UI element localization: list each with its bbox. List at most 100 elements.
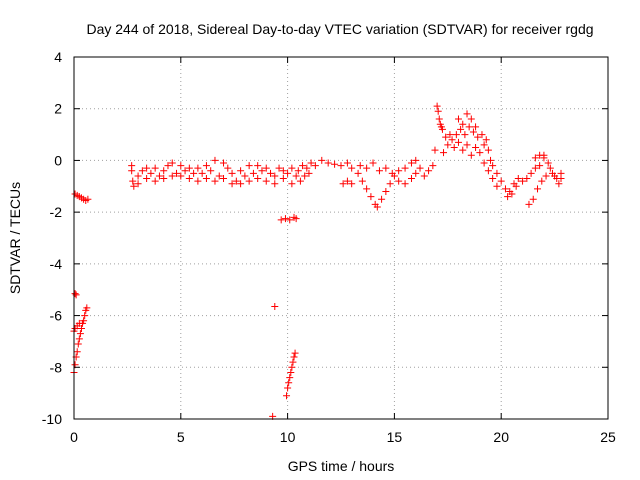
data-point — [237, 180, 245, 188]
data-point — [452, 131, 460, 139]
data-point — [181, 167, 189, 175]
data-point — [75, 335, 83, 343]
y-tick-label: -2 — [50, 204, 63, 220]
data-point — [303, 164, 311, 172]
data-point — [143, 164, 151, 172]
data-point — [241, 172, 249, 180]
data-point — [388, 169, 396, 177]
data-point — [367, 193, 375, 201]
data-point — [224, 164, 232, 172]
data-points — [70, 102, 565, 420]
data-point — [557, 175, 565, 183]
data-point — [202, 175, 210, 183]
data-point — [290, 353, 298, 361]
data-point — [73, 348, 81, 356]
data-point — [531, 154, 539, 162]
data-point — [147, 169, 155, 177]
data-point — [478, 131, 486, 139]
data-point — [284, 384, 292, 392]
data-point — [271, 180, 279, 188]
data-point — [457, 125, 465, 133]
data-point — [484, 167, 492, 175]
data-point — [279, 167, 287, 175]
data-point — [508, 190, 516, 198]
data-point — [444, 141, 452, 149]
y-tick-label: -10 — [42, 411, 62, 427]
data-point — [407, 175, 415, 183]
data-point — [551, 172, 559, 180]
data-point — [281, 215, 289, 223]
data-point — [220, 175, 228, 183]
y-axis-label: SDTVAR / TECUs — [7, 182, 23, 294]
data-point — [80, 317, 88, 325]
data-point — [412, 169, 420, 177]
data-point — [358, 177, 366, 185]
x-axis-label: GPS time / hours — [288, 458, 395, 474]
data-point — [401, 180, 409, 188]
data-point — [395, 167, 403, 175]
data-point — [534, 185, 542, 193]
data-point — [173, 169, 181, 177]
y-tick-label: 4 — [54, 49, 62, 65]
data-point — [416, 164, 424, 172]
data-point — [465, 123, 473, 131]
data-point — [512, 182, 520, 190]
data-point — [523, 175, 531, 183]
data-point — [128, 162, 136, 170]
data-point — [292, 172, 300, 180]
data-point — [271, 303, 279, 311]
data-point — [382, 187, 390, 195]
data-point — [519, 177, 527, 185]
axis-ticks — [73, 56, 609, 420]
data-point — [286, 374, 294, 382]
data-point — [446, 131, 454, 139]
tick-labels: 0 5 10 15 20 25 -10 -8 -6 -4 -2 0 2 4 — [42, 49, 616, 445]
data-point — [134, 180, 142, 188]
data-point — [289, 358, 297, 366]
data-point — [407, 159, 415, 167]
data-point — [283, 392, 291, 400]
data-point — [71, 290, 79, 298]
data-point — [429, 162, 437, 170]
data-point — [267, 169, 275, 177]
data-point — [480, 159, 488, 167]
data-point — [232, 177, 240, 185]
data-point — [220, 159, 228, 167]
data-point — [305, 169, 313, 177]
data-point — [211, 177, 219, 185]
y-tick-label: 0 — [54, 152, 62, 168]
data-point — [83, 304, 91, 312]
data-point — [531, 164, 539, 172]
data-point — [284, 169, 292, 177]
data-point — [378, 195, 386, 203]
data-point — [489, 175, 497, 183]
data-point — [442, 133, 450, 141]
data-point — [177, 172, 185, 180]
data-point — [245, 177, 253, 185]
data-point — [348, 164, 356, 172]
data-point — [185, 175, 193, 183]
plot-frame — [73, 56, 609, 420]
data-point — [501, 185, 509, 193]
data-point — [343, 159, 351, 167]
data-point — [271, 172, 279, 180]
data-point — [454, 138, 462, 146]
data-point — [450, 144, 458, 151]
y-tick-label: -8 — [50, 359, 63, 375]
x-tick-label: 15 — [387, 429, 403, 445]
data-point — [529, 195, 537, 203]
data-point — [514, 175, 522, 183]
data-point — [375, 167, 383, 175]
data-point — [285, 379, 293, 387]
data-point — [168, 172, 176, 180]
data-point — [373, 203, 381, 211]
data-point — [160, 167, 168, 175]
data-point — [401, 164, 409, 172]
data-point — [77, 325, 85, 332]
data-point — [469, 128, 477, 136]
data-point — [542, 172, 550, 180]
data-point — [461, 131, 469, 139]
data-point — [493, 169, 501, 177]
data-point — [434, 107, 442, 115]
data-point — [81, 312, 89, 320]
